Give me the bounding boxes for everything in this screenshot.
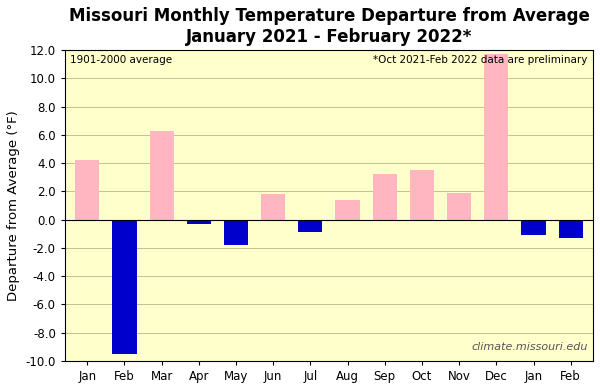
Bar [298,220,322,232]
Bar [149,131,173,220]
Bar [484,54,508,220]
Bar [224,220,248,245]
Bar [559,220,583,238]
Bar [112,220,137,354]
Bar [410,170,434,220]
Bar [447,193,471,220]
Text: climate.missouri.edu: climate.missouri.edu [472,342,588,352]
Bar [187,220,211,224]
Bar [75,160,100,220]
Title: Missouri Monthly Temperature Departure from Average
January 2021 - February 2022: Missouri Monthly Temperature Departure f… [68,7,589,46]
Bar [261,194,285,220]
Text: 1901-2000 average: 1901-2000 average [70,55,172,65]
Bar [373,174,397,220]
Text: *Oct 2021-Feb 2022 data are preliminary: *Oct 2021-Feb 2022 data are preliminary [373,55,588,65]
Bar [335,200,359,220]
Y-axis label: Departure from Average (°F): Departure from Average (°F) [7,110,20,301]
Bar [521,220,545,235]
